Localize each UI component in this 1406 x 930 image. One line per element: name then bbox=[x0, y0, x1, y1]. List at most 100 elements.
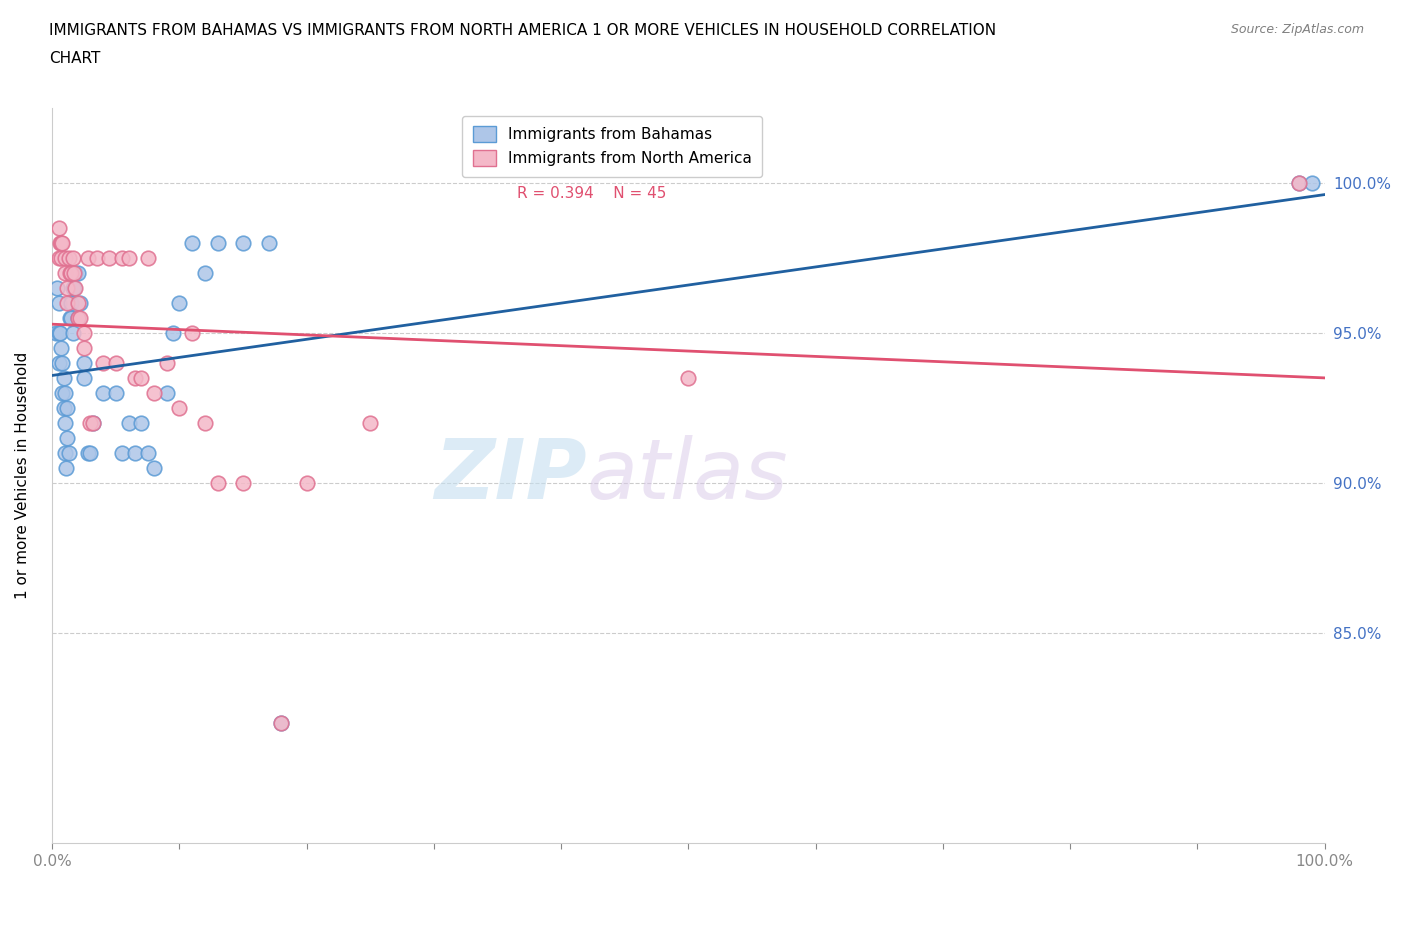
Point bbox=[56, 431, 79, 445]
Point bbox=[98, 250, 121, 265]
Point bbox=[49, 340, 72, 355]
Point bbox=[63, 266, 86, 281]
Point bbox=[53, 250, 76, 265]
Point bbox=[60, 266, 83, 281]
Point bbox=[52, 370, 75, 385]
Point bbox=[76, 445, 98, 460]
Point bbox=[359, 416, 381, 431]
Point bbox=[156, 386, 179, 401]
Point bbox=[73, 326, 96, 340]
Point bbox=[270, 715, 292, 730]
Point bbox=[63, 281, 86, 296]
Point bbox=[62, 326, 84, 340]
Point bbox=[91, 386, 114, 401]
Point bbox=[69, 296, 91, 311]
Point bbox=[63, 266, 86, 281]
Point bbox=[295, 475, 318, 490]
Point bbox=[76, 250, 98, 265]
Text: atlas: atlas bbox=[586, 435, 789, 516]
Point bbox=[82, 416, 104, 431]
Point bbox=[678, 370, 700, 385]
Point bbox=[194, 266, 217, 281]
Point bbox=[79, 416, 101, 431]
Point bbox=[49, 250, 72, 265]
Point bbox=[104, 386, 127, 401]
Point bbox=[48, 355, 70, 370]
Point bbox=[55, 460, 77, 475]
Point bbox=[111, 250, 134, 265]
Point bbox=[48, 326, 70, 340]
Point bbox=[56, 281, 79, 296]
Point bbox=[53, 386, 76, 401]
Point bbox=[60, 296, 83, 311]
Point bbox=[63, 281, 86, 296]
Point bbox=[69, 311, 91, 325]
Point bbox=[104, 355, 127, 370]
Point bbox=[51, 235, 73, 250]
Point bbox=[48, 250, 70, 265]
Point bbox=[66, 311, 89, 325]
Text: CHART: CHART bbox=[49, 51, 101, 66]
Point bbox=[66, 311, 89, 325]
Point bbox=[270, 715, 292, 730]
Point bbox=[143, 460, 166, 475]
Point bbox=[194, 416, 217, 431]
Point bbox=[59, 311, 82, 325]
Point bbox=[91, 355, 114, 370]
Point bbox=[124, 370, 146, 385]
Point bbox=[49, 235, 72, 250]
Point bbox=[156, 355, 179, 370]
Point bbox=[111, 445, 134, 460]
Point bbox=[169, 401, 191, 416]
Point bbox=[45, 326, 67, 340]
Point bbox=[124, 445, 146, 460]
Point bbox=[49, 235, 72, 250]
Text: Source: ZipAtlas.com: Source: ZipAtlas.com bbox=[1230, 23, 1364, 36]
Point bbox=[73, 340, 96, 355]
Point bbox=[181, 326, 204, 340]
Text: ZIP: ZIP bbox=[434, 435, 586, 516]
Point bbox=[232, 235, 254, 250]
Point bbox=[232, 475, 254, 490]
Point bbox=[129, 370, 152, 385]
Point bbox=[143, 386, 166, 401]
Point bbox=[86, 250, 108, 265]
Point bbox=[62, 250, 84, 265]
Text: R = 0.394    N = 45: R = 0.394 N = 45 bbox=[516, 186, 666, 201]
Point bbox=[181, 235, 204, 250]
Point bbox=[56, 401, 79, 416]
Point bbox=[162, 326, 184, 340]
Point bbox=[79, 445, 101, 460]
Point bbox=[59, 266, 82, 281]
Point bbox=[136, 250, 159, 265]
Point bbox=[136, 445, 159, 460]
Point bbox=[51, 355, 73, 370]
Point bbox=[58, 445, 80, 460]
Point bbox=[62, 281, 84, 296]
Point bbox=[52, 401, 75, 416]
Point bbox=[117, 416, 139, 431]
Point bbox=[66, 266, 89, 281]
Point bbox=[207, 235, 229, 250]
Point bbox=[56, 296, 79, 311]
Point bbox=[207, 475, 229, 490]
Point bbox=[129, 416, 152, 431]
Point bbox=[58, 250, 80, 265]
Point bbox=[66, 296, 89, 311]
Y-axis label: 1 or more Vehicles in Household: 1 or more Vehicles in Household bbox=[15, 352, 30, 599]
Legend: Immigrants from Bahamas, Immigrants from North America: Immigrants from Bahamas, Immigrants from… bbox=[463, 115, 762, 177]
Point bbox=[82, 416, 104, 431]
Point bbox=[46, 281, 69, 296]
Point bbox=[117, 250, 139, 265]
Point bbox=[51, 386, 73, 401]
Point bbox=[60, 311, 83, 325]
Point bbox=[48, 220, 70, 235]
Text: IMMIGRANTS FROM BAHAMAS VS IMMIGRANTS FROM NORTH AMERICA 1 OR MORE VEHICLES IN H: IMMIGRANTS FROM BAHAMAS VS IMMIGRANTS FR… bbox=[49, 23, 997, 38]
Point bbox=[1288, 176, 1310, 191]
Point bbox=[53, 445, 76, 460]
Point bbox=[73, 355, 96, 370]
Point bbox=[1288, 176, 1310, 191]
Point bbox=[73, 370, 96, 385]
Point bbox=[49, 326, 72, 340]
Point bbox=[53, 416, 76, 431]
